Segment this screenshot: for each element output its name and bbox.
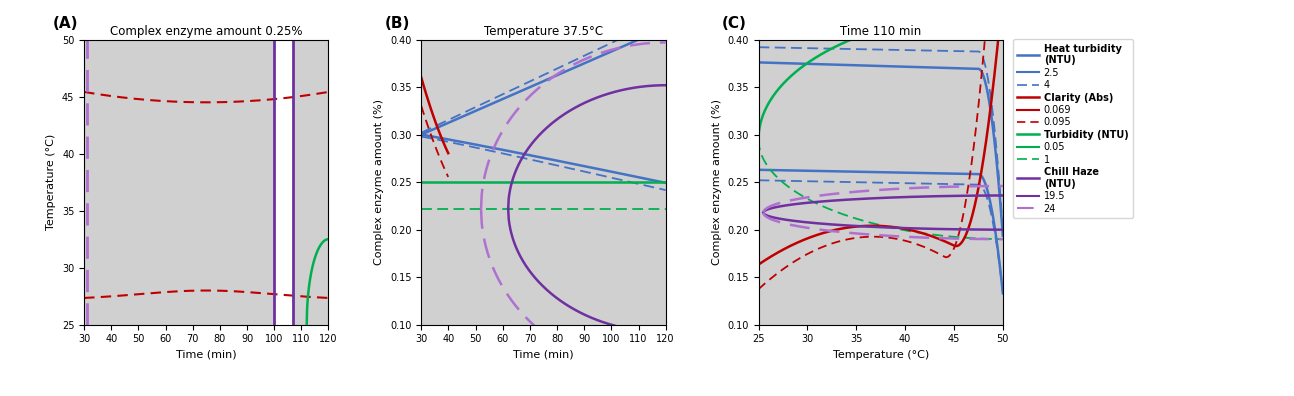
Text: (B): (B): [384, 16, 410, 31]
X-axis label: Time (min): Time (min): [176, 350, 237, 360]
X-axis label: Temperature (°C): Temperature (°C): [832, 350, 929, 360]
Y-axis label: Temperature (°C): Temperature (°C): [47, 134, 57, 230]
Text: (C): (C): [722, 16, 747, 31]
Y-axis label: Complex enzyme amount (%): Complex enzyme amount (%): [374, 99, 384, 265]
Title: Temperature 37.5°C: Temperature 37.5°C: [484, 25, 603, 38]
Text: (A): (A): [52, 16, 78, 31]
Legend: Heat turbidity
(NTU), 2.5, 4, Clarity (Abs), 0.069, 0.095, Turbidity (NTU), 0.05: Heat turbidity (NTU), 2.5, 4, Clarity (A…: [1013, 39, 1134, 219]
Title: Time 110 min: Time 110 min: [840, 25, 921, 38]
X-axis label: Time (min): Time (min): [514, 350, 573, 360]
Y-axis label: Complex enzyme amount (%): Complex enzyme amount (%): [712, 99, 722, 265]
Title: Complex enzyme amount 0.25%: Complex enzyme amount 0.25%: [110, 25, 303, 38]
Bar: [274, 40, 294, 325]
